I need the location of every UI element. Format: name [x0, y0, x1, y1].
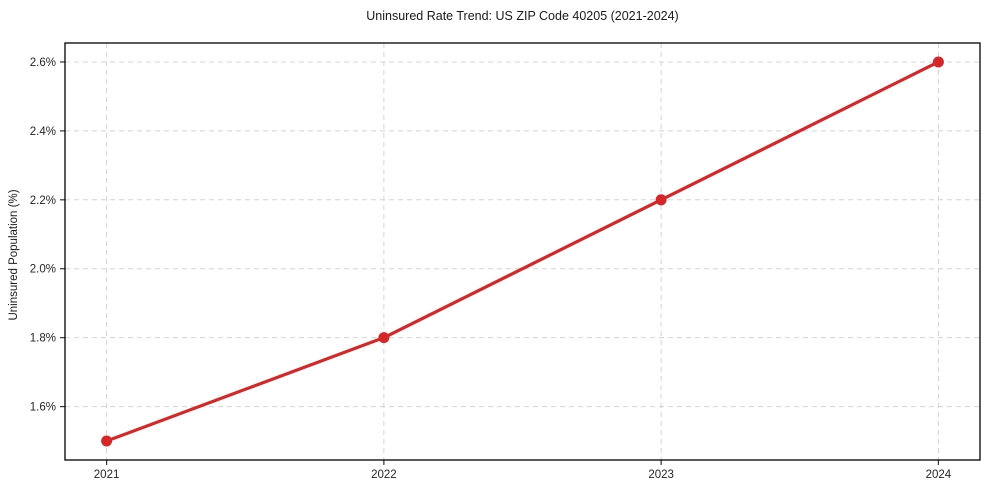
data-point: [378, 332, 390, 344]
y-tick-label: 2.4%: [30, 126, 56, 138]
chart-title: Uninsured Rate Trend: US ZIP Code 40205 …: [366, 9, 679, 23]
y-tick-label: 2.6%: [30, 57, 56, 69]
data-point: [101, 435, 113, 447]
x-tick-label: 2022: [371, 469, 397, 481]
y-tick-label: 2.0%: [30, 264, 56, 276]
plot-frame: [64, 42, 981, 461]
x-tick-label: 2021: [94, 469, 120, 481]
x-tick-label: 2024: [926, 469, 952, 481]
y-tick-label: 1.8%: [30, 333, 56, 345]
y-tick-label: 2.2%: [30, 195, 56, 207]
data-point: [932, 56, 944, 68]
data-point: [655, 194, 667, 206]
y-tick-label: 1.6%: [30, 402, 56, 414]
x-tick-label: 2023: [648, 469, 674, 481]
trend-line: [104, 60, 941, 443]
